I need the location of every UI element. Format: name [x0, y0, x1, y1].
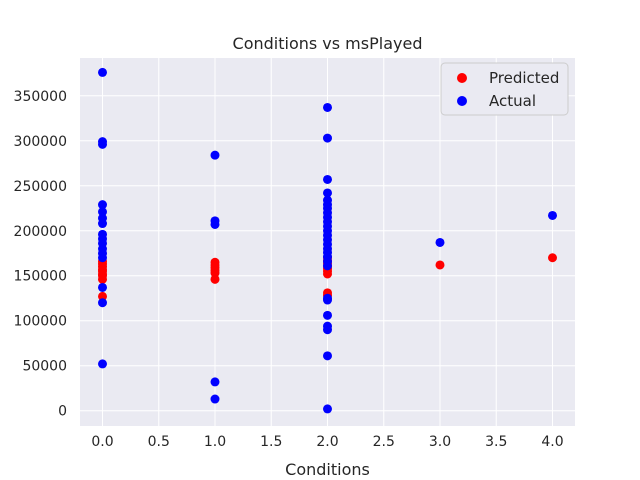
y-tick-label: 50000: [22, 359, 67, 375]
x-tick-label: 0.0: [91, 434, 113, 450]
x-tick-label: 4.0: [541, 434, 563, 450]
point-actual: [98, 139, 107, 149]
point-actual: [98, 219, 107, 229]
legend-box: [440, 62, 569, 116]
point-actual: [210, 219, 220, 229]
point-actual: [98, 282, 107, 292]
legend-label-actual: Actual: [489, 92, 536, 110]
point-actual: [98, 207, 107, 217]
x-tick-label: 2.5: [373, 434, 395, 450]
point-actual: [98, 200, 107, 210]
point-actual: [323, 133, 332, 143]
x-axis-label: Conditions: [285, 460, 370, 479]
x-tick-label: 1.5: [260, 434, 282, 450]
y-tick-label: 200000: [14, 224, 67, 240]
x-tick-labels: 0.0 0.5 1.0 1.5 2.0 2.5 3.0 3.5 4.0: [91, 434, 563, 450]
point-actual: [323, 325, 332, 335]
y-tick-label: 0: [58, 404, 67, 420]
legend-marker-actual: [457, 96, 467, 106]
legend: Predicted Actual: [440, 62, 569, 116]
point-actual: [323, 295, 332, 305]
x-tick-label: 3.0: [429, 434, 451, 450]
y-tick-label: 350000: [14, 89, 67, 105]
y-tick-labels: 0 50000 100000 150000 200000 250000 300000 3500…: [14, 89, 67, 420]
point-actual: [323, 102, 332, 112]
data-points: [98, 67, 557, 414]
point-actual: [98, 253, 107, 263]
y-tick-label: 100000: [14, 314, 67, 330]
y-tick-label: 300000: [14, 134, 67, 150]
y-tick-label: 150000: [14, 269, 67, 285]
point-predicted: [548, 253, 557, 263]
point-actual: [323, 404, 332, 414]
point-actual: [210, 377, 220, 387]
x-tick-label: 0.5: [148, 434, 170, 450]
point-actual: [323, 351, 332, 361]
point-predicted: [98, 291, 107, 301]
point-actual: [548, 210, 557, 220]
point-actual: [435, 237, 445, 247]
point-actual: [98, 67, 107, 77]
x-tick-label: 2.0: [316, 434, 338, 450]
chart-title: Conditions vs msPlayed: [233, 34, 423, 53]
legend-label-predicted: Predicted: [489, 69, 559, 87]
point-actual: [323, 261, 332, 271]
point-actual: [323, 174, 332, 184]
y-tick-label: 250000: [14, 179, 67, 195]
x-tick-label: 1.0: [204, 434, 226, 450]
point-actual: [323, 310, 332, 320]
legend-marker-predicted: [457, 73, 467, 83]
point-actual: [98, 359, 107, 369]
point-predicted: [210, 274, 220, 284]
point-actual: [210, 150, 220, 160]
point-actual: [323, 188, 332, 198]
point-actual: [210, 394, 220, 404]
point-actual: [98, 298, 107, 308]
point-predicted: [435, 260, 445, 270]
point-predicted: [210, 257, 220, 267]
x-tick-label: 3.5: [485, 434, 507, 450]
